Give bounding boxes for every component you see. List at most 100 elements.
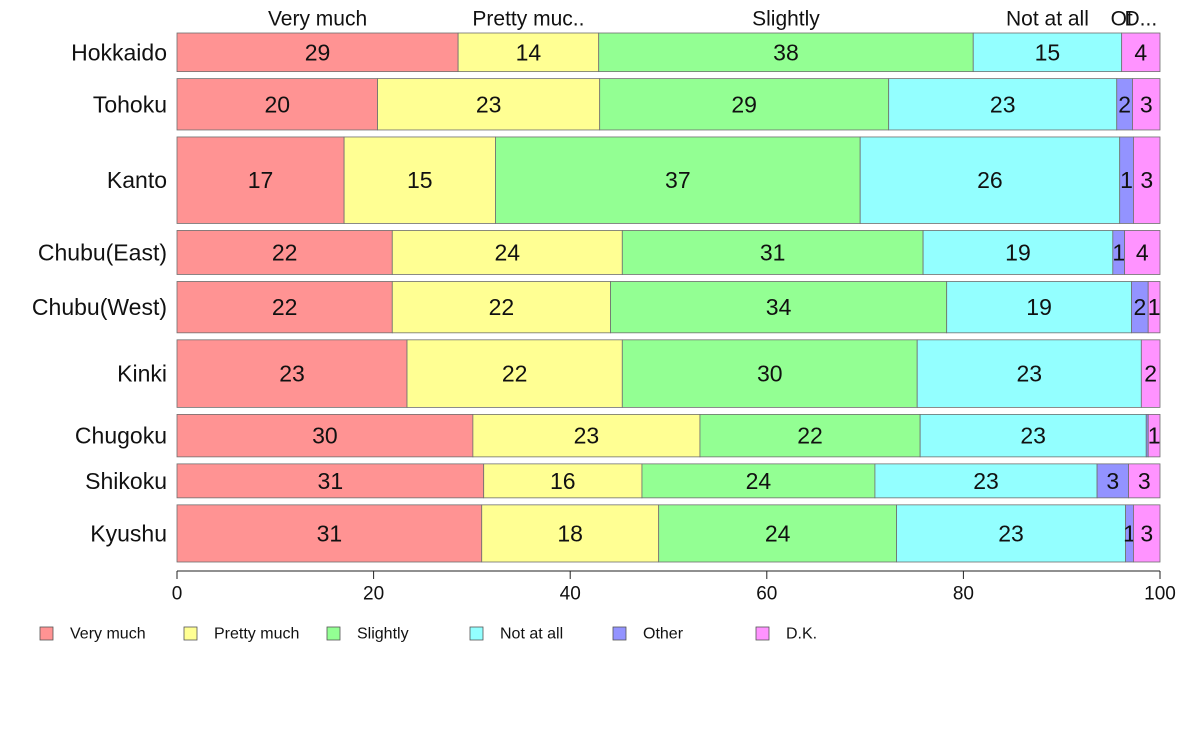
bar-segment bbox=[176, 339, 408, 408]
legend-swatch bbox=[183, 626, 198, 641]
data-label: 23 bbox=[1016, 361, 1042, 387]
data-label: 23 bbox=[1020, 423, 1046, 449]
bar-segment bbox=[896, 504, 1126, 563]
bar-segment bbox=[391, 230, 623, 275]
x-tick-label: 80 bbox=[953, 584, 974, 605]
legend-swatch bbox=[469, 626, 484, 641]
category-label: Shikoku bbox=[85, 468, 167, 494]
data-label: 34 bbox=[766, 294, 792, 320]
bar-segment bbox=[916, 339, 1142, 408]
data-label: 3 bbox=[1106, 468, 1119, 494]
bar-segment bbox=[1096, 463, 1129, 499]
bar-segment bbox=[176, 230, 393, 275]
bar-segment bbox=[481, 504, 660, 563]
data-label: 1 bbox=[1148, 294, 1161, 320]
category-label: Hokkaido bbox=[71, 39, 167, 65]
top-segment-label: Slightly bbox=[752, 8, 820, 31]
data-label: 31 bbox=[760, 239, 786, 265]
data-label: 31 bbox=[317, 520, 343, 546]
x-tick-label: 0 bbox=[172, 584, 183, 605]
x-tick-label: 60 bbox=[756, 584, 777, 605]
data-label: 19 bbox=[1026, 294, 1052, 320]
data-label: 3 bbox=[1140, 91, 1153, 117]
bar-segment bbox=[391, 281, 611, 334]
bar-segment bbox=[621, 230, 924, 275]
top-segment-labels: Very much Pretty muc.. Slightly Not at all O… bbox=[268, 8, 1157, 31]
legend-label: Other bbox=[643, 626, 684, 643]
category-label: Chugoku bbox=[75, 423, 167, 449]
data-label: 37 bbox=[665, 167, 691, 193]
bar-segment bbox=[599, 78, 890, 131]
x-tick-label: 100 bbox=[1144, 584, 1176, 605]
data-label: 15 bbox=[407, 167, 433, 193]
x-tick-label: 40 bbox=[560, 584, 581, 605]
bar-segment bbox=[1140, 339, 1161, 408]
legend-swatch bbox=[755, 626, 770, 641]
data-label: 24 bbox=[765, 520, 791, 546]
bar-segment bbox=[610, 281, 948, 334]
category-labels: Hokkaido Tohoku Kanto Chubu(East) Chubu(West… bbox=[32, 39, 167, 546]
data-label: 30 bbox=[757, 361, 783, 387]
bar-segment bbox=[699, 414, 921, 458]
bar-segment bbox=[1124, 230, 1161, 275]
legend-swatch bbox=[612, 626, 627, 641]
bar-segment bbox=[176, 281, 393, 334]
bar-segment bbox=[946, 281, 1132, 334]
bar-segment bbox=[1147, 414, 1161, 458]
data-label: 19 bbox=[1005, 239, 1031, 265]
category-label: Chubu(West) bbox=[32, 294, 167, 320]
top-segment-label: Not at all bbox=[1006, 8, 1089, 31]
bar-segment bbox=[176, 78, 378, 131]
data-label: 38 bbox=[773, 39, 799, 65]
data-label: 1 bbox=[1120, 167, 1133, 193]
x-tick-label: 20 bbox=[363, 584, 384, 605]
bar-segment bbox=[457, 32, 600, 73]
bar-segment bbox=[1147, 281, 1161, 334]
data-label: 31 bbox=[318, 468, 344, 494]
bar-segment bbox=[343, 136, 496, 224]
data-label: 15 bbox=[1035, 39, 1061, 65]
data-label: 23 bbox=[574, 423, 600, 449]
data-label: 1 bbox=[1123, 520, 1136, 546]
bar-segment bbox=[1121, 32, 1161, 73]
bar-segment bbox=[859, 136, 1121, 224]
category-label: Chubu(East) bbox=[38, 239, 167, 265]
category-label: Kinki bbox=[117, 361, 167, 387]
category-label: Kanto bbox=[107, 167, 167, 193]
data-label: 30 bbox=[312, 423, 338, 449]
category-label: Kyushu bbox=[90, 520, 167, 546]
data-label: 23 bbox=[279, 361, 305, 387]
legend-swatch bbox=[326, 626, 341, 641]
data-label: 1 bbox=[1148, 423, 1161, 449]
data-label: 16 bbox=[550, 468, 576, 494]
bar-segment bbox=[1133, 504, 1161, 563]
legend-label: Not at all bbox=[500, 626, 563, 643]
category-label: Tohoku bbox=[93, 91, 167, 117]
data-label: 24 bbox=[746, 468, 772, 494]
bar-segment bbox=[888, 78, 1118, 131]
bar-segment bbox=[1133, 136, 1161, 224]
data-label: 3 bbox=[1140, 167, 1153, 193]
data-label: 22 bbox=[272, 239, 298, 265]
data-label: 23 bbox=[998, 520, 1024, 546]
legend-label: Pretty much bbox=[214, 626, 299, 643]
bar-segment bbox=[176, 504, 483, 563]
data-label: 18 bbox=[557, 520, 583, 546]
data-label: 23 bbox=[990, 91, 1016, 117]
legend: Very much Pretty much Slightly Not at all Ot… bbox=[39, 626, 817, 643]
legend-label: D.K. bbox=[786, 626, 817, 643]
data-label: 22 bbox=[502, 361, 528, 387]
bar-segment bbox=[621, 339, 918, 408]
data-label: 4 bbox=[1136, 239, 1149, 265]
top-segment-label: Very much bbox=[268, 8, 367, 31]
bar-segment bbox=[377, 78, 601, 131]
bar-segment bbox=[406, 339, 623, 408]
bar-segment bbox=[483, 463, 643, 499]
data-label: 22 bbox=[489, 294, 515, 320]
bar-area: 29 14 38 15 420 23 29 23 2 317 15 37 26 1 322 24 31 19 1 42… bbox=[176, 32, 1161, 563]
bar-segment bbox=[176, 414, 474, 458]
data-label: 29 bbox=[731, 91, 757, 117]
bar-segment bbox=[1132, 78, 1161, 131]
data-label: 26 bbox=[977, 167, 1003, 193]
legend-swatch bbox=[39, 626, 54, 641]
